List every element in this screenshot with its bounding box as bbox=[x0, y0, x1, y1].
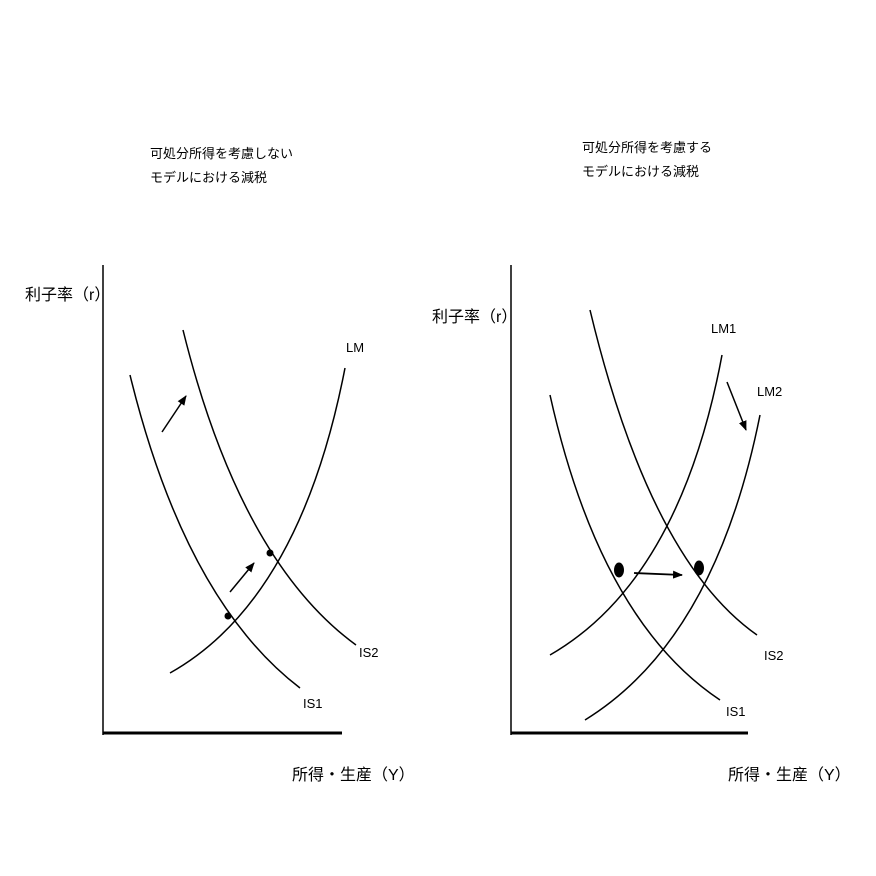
right-title-line1: 可処分所得を考慮する bbox=[582, 140, 712, 155]
right-lm1-curve bbox=[549, 354, 723, 656]
right-lm2-curve bbox=[584, 414, 761, 721]
right-is1-curve bbox=[549, 394, 721, 701]
left-lm-label: LM bbox=[346, 340, 364, 355]
right-x-axis-label: 所得・生産（Y） bbox=[728, 766, 851, 784]
left-is1-curve bbox=[129, 374, 301, 689]
left-panel: 可処分所得を考慮しない モデルにおける減税 利子率（r） 所得・生産（Y） LM… bbox=[25, 146, 415, 784]
right-lm1-label: LM1 bbox=[711, 321, 736, 336]
left-equilibrium-point-1 bbox=[224, 612, 232, 620]
right-panel: 可処分所得を考慮する モデルにおける減税 利子率（r） 所得・生産（Y） LM1… bbox=[432, 140, 851, 784]
right-is2-label: IS2 bbox=[764, 648, 784, 663]
left-is1-label: IS1 bbox=[303, 696, 323, 711]
right-shift-arrow-equilibrium bbox=[633, 570, 683, 579]
left-shift-arrow-equilibrium bbox=[229, 562, 255, 593]
left-is2-curve bbox=[182, 329, 357, 646]
left-equilibrium-point-2 bbox=[266, 549, 274, 557]
left-lm-curve bbox=[169, 367, 346, 674]
right-equilibrium-point-1 bbox=[614, 562, 624, 578]
left-shift-arrow-is bbox=[161, 395, 187, 433]
left-is2-label: IS2 bbox=[359, 645, 379, 660]
right-equilibrium-point-2 bbox=[694, 560, 704, 576]
right-y-axis-label: 利子率（r） bbox=[432, 308, 517, 326]
left-title-line1: 可処分所得を考慮しない bbox=[150, 146, 293, 161]
right-title-line2: モデルにおける減税 bbox=[582, 164, 699, 179]
right-is2-curve bbox=[589, 309, 758, 636]
left-title-line2: モデルにおける減税 bbox=[150, 170, 267, 185]
right-is1-label: IS1 bbox=[726, 704, 746, 719]
right-shift-arrow-lm bbox=[726, 381, 747, 431]
left-y-axis-label: 利子率（r） bbox=[25, 286, 110, 304]
right-lm2-label: LM2 bbox=[757, 384, 782, 399]
left-x-axis-label: 所得・生産（Y） bbox=[292, 766, 415, 784]
